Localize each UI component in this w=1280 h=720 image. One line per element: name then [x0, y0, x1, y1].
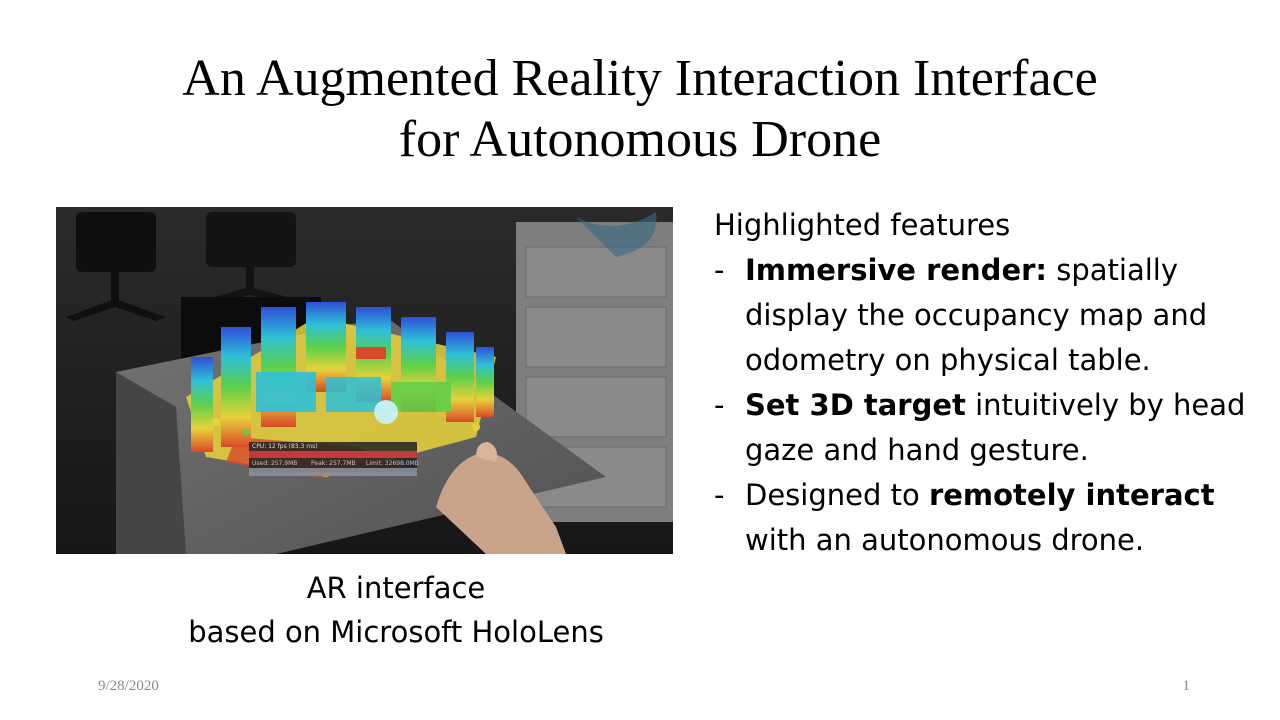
feature-item-body: Designed to remotely interact with an au… — [745, 473, 1262, 563]
hand — [436, 452, 566, 554]
hud-limit-text: Limit: 32698.0MB — [366, 460, 419, 467]
slide-title: An Augmented Reality Interaction Interfa… — [0, 48, 1280, 170]
image-caption: AR interface based on Microsoft HoloLens — [96, 566, 696, 654]
slide-date: 9/28/2020 — [98, 678, 159, 694]
bullet-dash: - — [714, 388, 725, 422]
hud-cpu-text: CPU: 12 fps (83.3 ms) — [252, 443, 318, 450]
features-heading: Highlighted features — [714, 208, 1011, 242]
hud-peak-text: Peak: 257.7MB — [311, 460, 356, 467]
ar-interface-photo: CPU: 12 fps (83.3 ms) Used: 257.9MB Peak… — [56, 207, 673, 554]
caption-line-1: AR interface — [306, 571, 486, 605]
drone-marker — [374, 400, 398, 424]
feature-bold: Set 3D target — [745, 388, 966, 422]
feature-item-remote-interact: - Designed to remotely interact with an … — [714, 473, 1262, 563]
feature-text: with an autonomous drone. — [745, 523, 1145, 557]
feature-text: spatially display the occupancy map and … — [745, 253, 1208, 377]
ar-photo-scene: CPU: 12 fps (83.3 ms) Used: 257.9MB Peak… — [56, 207, 673, 554]
feature-item-body: Set 3D target intuitively by head gaze a… — [745, 383, 1262, 473]
features-list: Highlighted features - Immersive render:… — [714, 203, 1262, 563]
feature-pre-text: Designed to — [745, 478, 929, 512]
bullet-dash: - — [714, 478, 725, 512]
feature-item-body: Immersive render: spatially display the … — [745, 248, 1262, 383]
feature-item-set-target: - Set 3D target intuitively by head gaze… — [714, 383, 1262, 473]
slide-title-line-1: An Augmented Reality Interaction Interfa… — [182, 50, 1098, 107]
slide-title-line-2: for Autonomous Drone — [398, 111, 882, 168]
feature-text: intuitively by head gaze and hand gestur… — [745, 388, 1246, 467]
hud-panel: CPU: 12 fps (83.3 ms) Used: 257.9MB Peak… — [249, 442, 419, 476]
feature-bold: Immersive render: — [745, 253, 1048, 287]
feature-bold: remotely interact — [928, 478, 1215, 512]
slide-page-number: 1 — [1182, 678, 1191, 694]
office-chair-left — [66, 212, 166, 321]
feature-item-immersive-render: - Immersive render: spatially display th… — [714, 248, 1262, 383]
bullet-dash: - — [714, 253, 725, 287]
hud-used-text: Used: 257.9MB — [252, 460, 297, 467]
caption-line-2: based on Microsoft HoloLens — [188, 615, 604, 649]
